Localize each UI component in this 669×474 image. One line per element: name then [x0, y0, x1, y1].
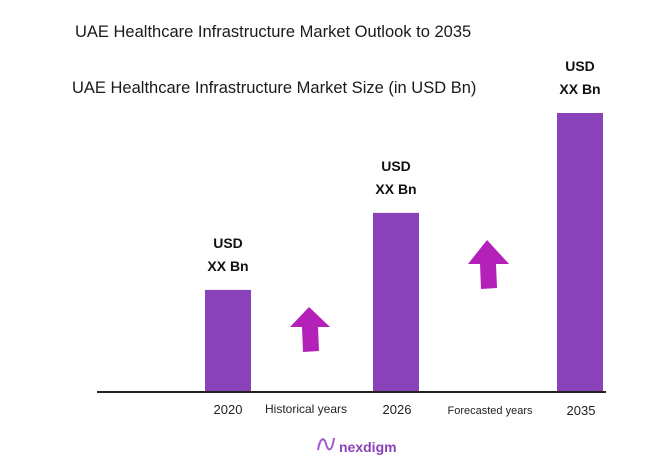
growth-arrow-icon	[290, 307, 330, 352]
bar-2035	[557, 113, 603, 392]
x-tick-label: 2026	[383, 402, 412, 417]
x-tick-label: 2035	[567, 403, 596, 418]
bar-2020	[205, 289, 251, 392]
data-label: XX Bn	[375, 181, 416, 197]
nexdigm-logo: nexdigm	[317, 437, 397, 455]
historical-years-label: Historical years	[265, 402, 347, 416]
bar-2026	[373, 212, 419, 392]
forecasted-years-label: Forecasted years	[448, 405, 533, 417]
data-label: USD	[213, 235, 243, 251]
data-label: USD	[565, 58, 595, 74]
data-label: XX Bn	[207, 258, 248, 274]
x-tick-label: 2020	[214, 402, 243, 417]
chart-title: UAE Healthcare Infrastructure Market Out…	[75, 23, 471, 41]
data-label: XX Bn	[559, 81, 600, 97]
growth-arrow-icon	[468, 240, 509, 289]
data-label: USD	[381, 158, 411, 174]
logo-text: nexdigm	[339, 439, 397, 455]
logo-mark-icon	[317, 437, 335, 451]
chart-subtitle: UAE Healthcare Infrastructure Market Siz…	[72, 79, 476, 97]
